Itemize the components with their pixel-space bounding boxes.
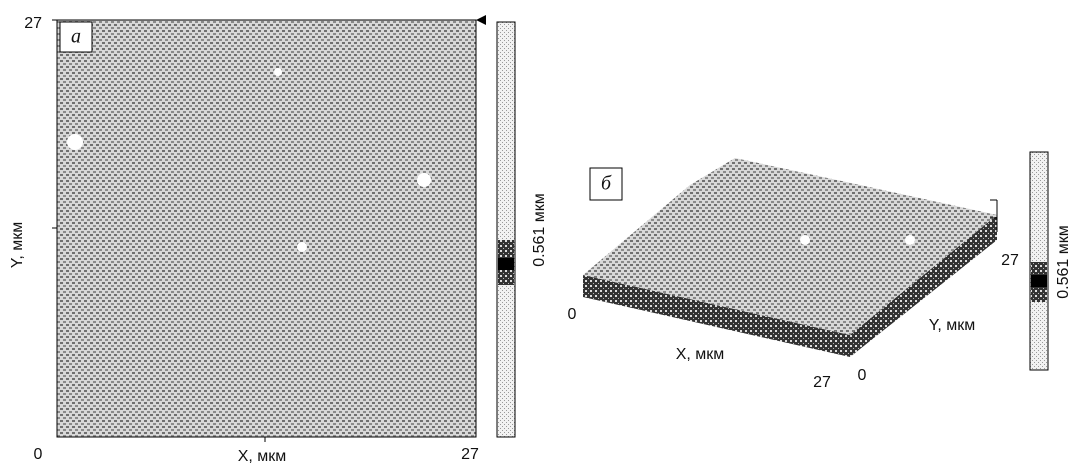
panel-label: б bbox=[601, 173, 612, 195]
feature bbox=[417, 173, 431, 187]
afm-image-2d bbox=[57, 20, 476, 437]
x-start: 0 bbox=[568, 306, 577, 323]
x-end: 27 bbox=[813, 374, 831, 391]
y-axis-label: Y, мкм bbox=[929, 317, 976, 334]
feature bbox=[905, 235, 915, 245]
y-end: 27 bbox=[24, 15, 42, 32]
marker bbox=[476, 15, 486, 25]
y-start: 0 bbox=[858, 367, 867, 384]
feature bbox=[297, 242, 307, 252]
y-end: 27 bbox=[1001, 252, 1019, 269]
feature bbox=[67, 134, 83, 150]
x-axis-label: X, мкм bbox=[676, 346, 725, 363]
panel-label: а bbox=[71, 26, 81, 48]
x-axis-label: X, мкм bbox=[238, 448, 287, 465]
colorbar bbox=[1030, 152, 1048, 370]
y-axis-label: Y, мкм bbox=[9, 222, 26, 269]
colorbar-band bbox=[1031, 275, 1047, 287]
figure: а 27 0 27 X, мкм Y, мкм 0.561 мкм б 0 27… bbox=[0, 0, 1075, 465]
scale-label: 0.561 мкм bbox=[1055, 225, 1072, 298]
colorbar bbox=[497, 22, 515, 437]
feature bbox=[800, 235, 810, 245]
x-start: 0 bbox=[34, 446, 43, 463]
x-end: 27 bbox=[461, 446, 479, 463]
feature bbox=[274, 68, 282, 76]
colorbar-band bbox=[498, 258, 514, 270]
scale-label: 0.561 мкм bbox=[531, 193, 548, 266]
